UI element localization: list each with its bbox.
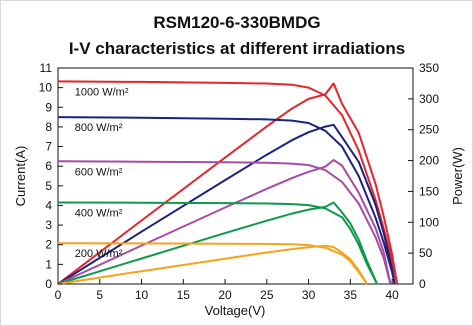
x-tick-label: 5 [96, 288, 103, 302]
iv-curve [57, 201, 378, 285]
x-tick-label: 35 [344, 288, 358, 302]
pv-curve [57, 123, 396, 285]
pv-curve [57, 244, 368, 285]
x-tick-label: 40 [385, 288, 399, 302]
y2-tick-label: 0 [419, 277, 426, 291]
iv-curve [57, 80, 399, 285]
pv-curve [57, 159, 392, 285]
x-tick-label: 15 [177, 288, 191, 302]
y2-tick-label: 50 [419, 246, 433, 260]
y-tick-label: 3 [45, 218, 52, 232]
chart-title: RSM120-6-330BMDG [153, 13, 320, 32]
y2-axis-label: Power(W) [450, 147, 465, 205]
y2-tick-label: 300 [419, 92, 439, 106]
x-tick-label: 10 [135, 288, 149, 302]
y2-tick-label: 100 [419, 215, 439, 229]
pv-curve [57, 201, 379, 285]
y-tick-label: 7 [45, 140, 52, 154]
x-axis: 0 5 10 15 20 25 30 35 40 [55, 279, 399, 302]
y-axis-label: Current(A) [13, 146, 28, 207]
y-tick-label: 10 [39, 81, 53, 95]
y2-tick-label: 200 [419, 154, 439, 168]
iv-curve [57, 242, 368, 285]
y-tick-label: 8 [45, 120, 52, 134]
x-tick-label: 0 [55, 288, 62, 302]
y-tick-label: 6 [45, 159, 52, 173]
y-tick-label: 0 [45, 277, 52, 291]
y-tick-label: 2 [45, 238, 52, 252]
curves-group [57, 80, 399, 285]
plot-area [57, 67, 414, 285]
series-label: 400 W/m² [75, 208, 123, 220]
series-label: 800 W/m² [75, 122, 123, 134]
iv-curve [57, 160, 392, 285]
y-axis-right: 0 50 100 150 200 250 300 350 [408, 61, 439, 291]
y-axis-left: 0 1 2 3 4 5 6 7 8 9 10 11 [39, 61, 63, 291]
pv-curve [57, 82, 399, 285]
x-tick-label: 25 [260, 288, 274, 302]
y-tick-label: 11 [40, 61, 53, 75]
y-tick-label: 1 [45, 257, 52, 271]
x-tick-label: 20 [218, 288, 232, 302]
y-tick-label: 5 [45, 179, 52, 193]
y-tick-label: 9 [45, 100, 52, 114]
series-label: 200 W/m² [75, 248, 123, 260]
y2-tick-label: 250 [419, 123, 439, 137]
y2-tick-label: 350 [419, 61, 439, 75]
x-tick-label: 30 [302, 288, 316, 302]
iv-curve [57, 116, 396, 285]
y-tick-label: 4 [45, 198, 52, 212]
x-axis-label: Voltage(V) [205, 303, 266, 318]
chart-subtitle: I-V characteristics at different irradia… [69, 39, 405, 58]
y2-tick-label: 150 [419, 184, 439, 198]
series-label: 1000 W/m² [75, 86, 129, 98]
series-label: 600 W/m² [75, 166, 123, 178]
series-labels-group: 1000 W/m² 800 W/m² 600 W/m² 400 W/m² 200 W/m… [75, 86, 129, 260]
